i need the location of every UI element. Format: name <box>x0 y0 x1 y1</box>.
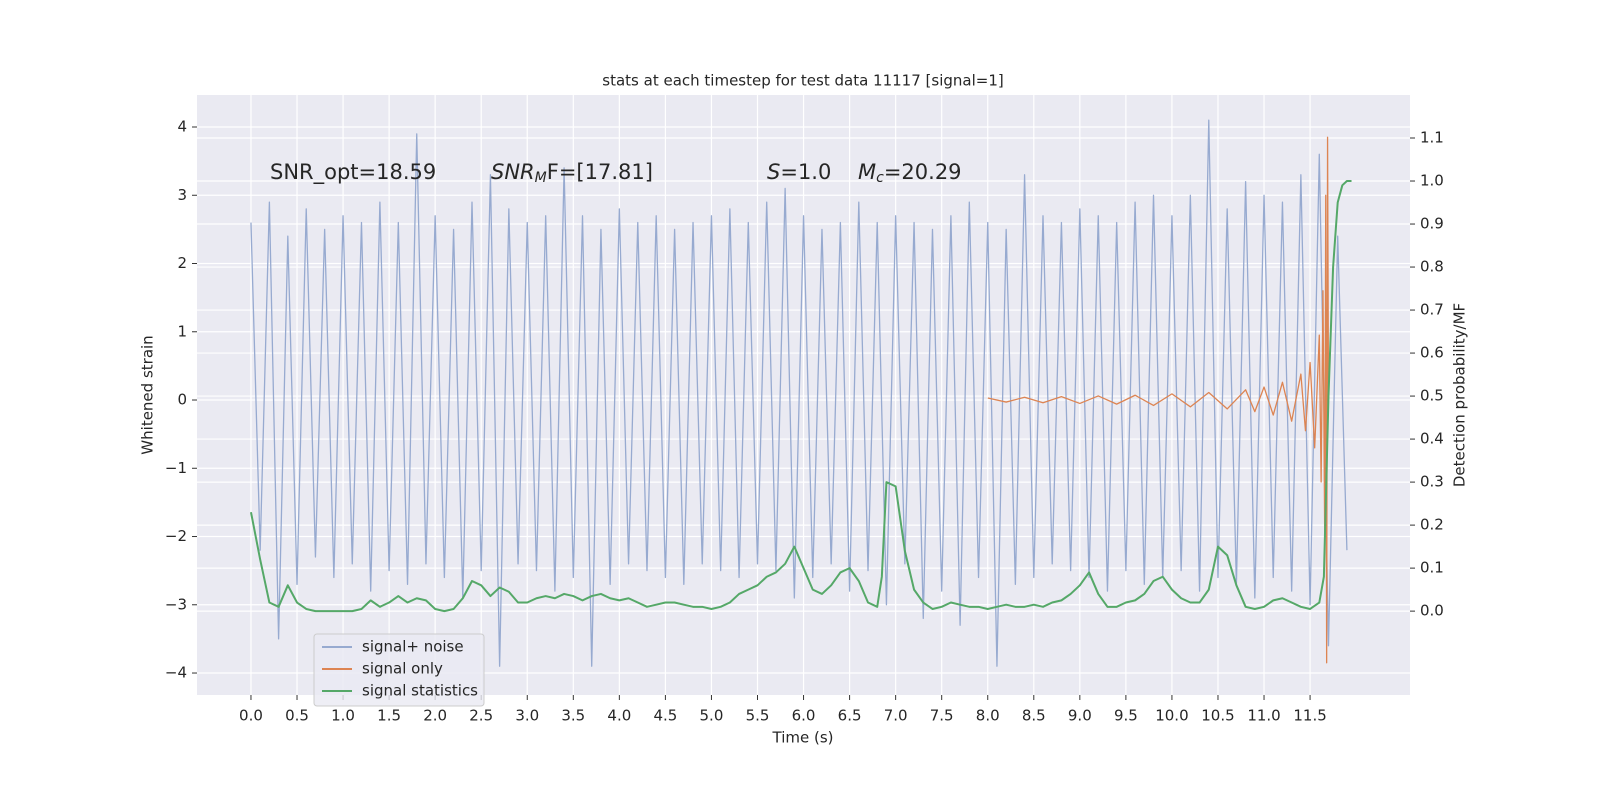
y-tick-label: −1 <box>165 459 187 477</box>
y2-tick-label: 0.3 <box>1420 473 1444 491</box>
x-tick-label: 4.5 <box>653 707 677 725</box>
legend-box <box>313 633 485 707</box>
x-tick-label: 1.0 <box>331 707 355 725</box>
annotation-rest: F=[17.81] <box>547 160 653 184</box>
labels: 0.0 0.5 1.0 1.5 2.0 2.5 3.0 3.5 4.0 4.5 5.0 5.5 6.0 6… <box>165 118 1444 725</box>
x-tick-label: 5.5 <box>746 707 770 725</box>
annotation-symbol: S <box>767 160 780 184</box>
annotation-subscript: c <box>876 170 884 186</box>
x-tick-label: 9.5 <box>1114 707 1138 725</box>
y2-tick-label: 1.1 <box>1420 129 1444 147</box>
x-tick-label: 3.5 <box>561 707 585 725</box>
y2-tick-label: 0.8 <box>1420 258 1444 276</box>
x-tick-label: 0.5 <box>285 707 309 725</box>
marks <box>249 119 1352 667</box>
y2-tick-label: 0.2 <box>1420 516 1444 534</box>
x-tick-label: 8.5 <box>1022 707 1046 725</box>
y-tick-label: 2 <box>177 254 187 272</box>
y-tick-label: 0 <box>177 391 187 409</box>
y-tick-label: 4 <box>177 118 187 136</box>
y2-tick-label: 0.5 <box>1420 387 1444 405</box>
x-tick-label: 2.0 <box>423 707 447 725</box>
x-tick-label: 6.0 <box>792 707 816 725</box>
x-tick-label: 10.5 <box>1201 707 1234 725</box>
annotation: Mc=20.29 <box>858 160 962 186</box>
y2-tick-label: 0.9 <box>1420 215 1444 233</box>
y-axis-label: Whitened strain <box>139 335 157 454</box>
y-tick-label: 3 <box>177 186 187 204</box>
x-tick-label: 11.5 <box>1293 707 1326 725</box>
annotation: S=1.0 <box>767 160 831 184</box>
series-line <box>250 119 1348 667</box>
y-tick-label: 1 <box>177 322 187 340</box>
annotation-symbol: SNR <box>491 160 535 184</box>
x-tick-label: 9.0 <box>1068 707 1092 725</box>
legend-label: signal+ noise <box>362 638 464 656</box>
annotation-subscript: M <box>535 170 547 186</box>
y2-tick-label: 1.0 <box>1420 172 1444 190</box>
y2-tick-label: 0.1 <box>1420 559 1444 577</box>
x-tick-label: 4.0 <box>607 707 631 725</box>
x-tick-label: 10.0 <box>1155 707 1188 725</box>
x-tick-label: 2.5 <box>469 707 493 725</box>
x-tick-label: 5.0 <box>700 707 724 725</box>
y2-axis-label: Detection probability/MF <box>1451 303 1469 487</box>
series-line <box>249 180 1352 613</box>
series-line <box>987 136 1330 664</box>
annotation: SNRMF=[17.81] <box>491 160 653 186</box>
x-tick-label: 8.0 <box>976 707 1000 725</box>
x-tick-label: 0.0 <box>239 707 263 725</box>
legend-label: signal statistics <box>362 682 478 700</box>
y-tick-label: −4 <box>165 664 187 682</box>
y2-tick-label: 0.0 <box>1420 602 1444 620</box>
chart-title: stats at each timestep for test data 111… <box>602 72 1003 90</box>
x-tick-label: 6.5 <box>838 707 862 725</box>
x-tick-label: 7.5 <box>930 707 954 725</box>
x-axis-label: Time (s) <box>772 729 834 747</box>
x-tick-label: 7.0 <box>884 707 908 725</box>
legend-label: signal only <box>362 660 443 678</box>
annotation-text: SNR_opt=18.59 <box>270 160 436 185</box>
annotation: SNR_opt=18.59 <box>270 160 436 185</box>
annotation-rest: =20.29 <box>884 160 962 184</box>
y-tick-label: −3 <box>165 595 187 613</box>
y2-tick-label: 0.7 <box>1420 301 1444 319</box>
x-tick-label: 3.0 <box>515 707 539 725</box>
y2-tick-label: 0.4 <box>1420 430 1444 448</box>
x-tick-label: 11.0 <box>1247 707 1280 725</box>
annotation-symbol: M <box>858 160 876 184</box>
x-tick-label: 1.5 <box>377 707 401 725</box>
y-tick-label: −2 <box>165 527 187 545</box>
y2-tick-label: 0.6 <box>1420 344 1444 362</box>
annotation-rest: =1.0 <box>780 160 831 184</box>
